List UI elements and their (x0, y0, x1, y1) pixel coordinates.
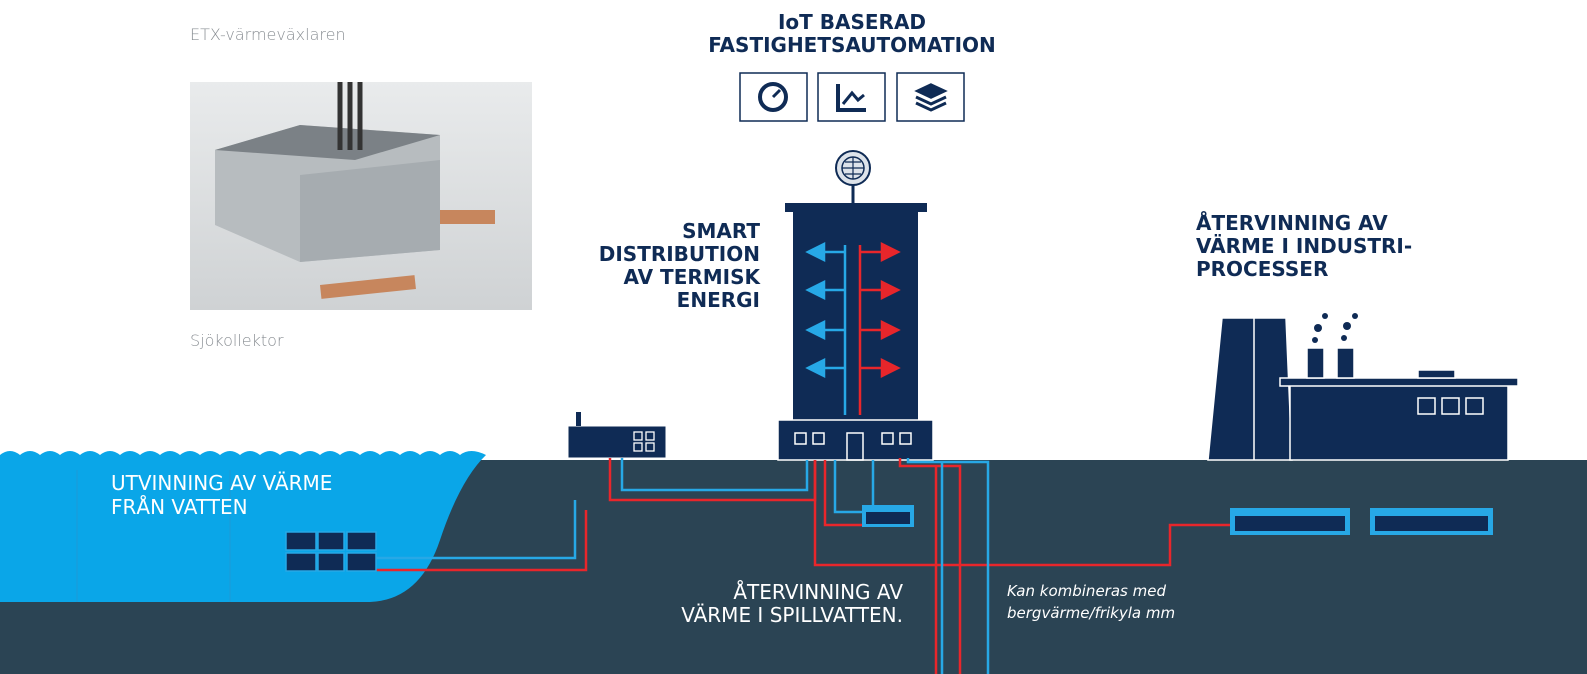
factory (1208, 313, 1518, 460)
icon-row (740, 73, 964, 121)
caption: ETX-värmeväxlaren (190, 25, 346, 44)
pump-house (568, 412, 666, 458)
heading: IoT BASERAD (778, 10, 926, 34)
heading: DISTRIBUTION (599, 242, 760, 266)
heading: UTVINNING AV VÄRME (111, 471, 332, 495)
heading: FRÅN VATTEN (111, 495, 248, 519)
diagram: ETX-värmeväxlaren Sjökollektor IoT BASER… (0, 0, 1587, 674)
heading: ENERGI (677, 288, 760, 312)
heading: VÄRME I SPILLVATTEN. (681, 603, 903, 627)
heading: SMART (682, 219, 760, 243)
heading: VÄRME I INDUSTRI- (1196, 234, 1412, 258)
heading: ÅTERVINNING AV (1196, 211, 1388, 235)
building (778, 203, 933, 460)
caption: Sjökollektor (190, 331, 284, 350)
photo (190, 82, 532, 310)
note: Kan kombineras med (1007, 582, 1166, 600)
heading: AV TERMISK (623, 265, 761, 289)
heading: FASTIGHETSAUTOMATION (708, 33, 996, 57)
heading: PROCESSER (1196, 257, 1328, 281)
globe (836, 151, 870, 204)
note: bergvärme/frikyla mm (1007, 604, 1175, 622)
heading: ÅTERVINNING AV (733, 580, 903, 604)
